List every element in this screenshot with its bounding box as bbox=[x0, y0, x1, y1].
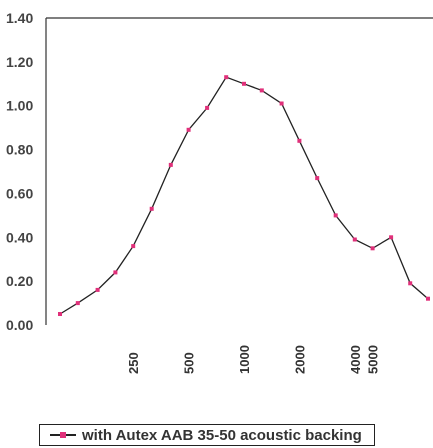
data-point bbox=[205, 105, 210, 110]
data-point bbox=[370, 246, 375, 251]
x-tick-label: 2000 bbox=[292, 345, 307, 374]
y-tick-label: 0.00 bbox=[6, 317, 33, 333]
plot-area-frame bbox=[45, 17, 433, 325]
legend: with Autex AAB 35-50 acoustic backing bbox=[39, 424, 375, 446]
data-point bbox=[149, 206, 154, 211]
y-tick-label: 1.40 bbox=[6, 10, 33, 26]
data-point bbox=[408, 281, 413, 286]
data-point bbox=[95, 287, 100, 292]
data-point bbox=[58, 312, 62, 316]
x-tick-label: 4000 bbox=[348, 345, 363, 374]
x-tick-label: 5000 bbox=[366, 345, 381, 374]
data-point bbox=[279, 101, 284, 106]
legend-series-label: with Autex AAB 35-50 acoustic backing bbox=[82, 426, 362, 444]
y-tick-label: 1.20 bbox=[6, 54, 33, 70]
data-point bbox=[75, 301, 80, 306]
data-point bbox=[426, 296, 430, 301]
x-tick-label: 1000 bbox=[237, 345, 252, 374]
legend-series-marker-icon bbox=[50, 430, 76, 440]
series-layer bbox=[58, 75, 430, 316]
y-tick-label: 1.00 bbox=[6, 98, 33, 114]
data-point bbox=[333, 213, 338, 218]
data-point bbox=[224, 75, 229, 80]
y-tick-label: 0.20 bbox=[6, 273, 33, 289]
data-point bbox=[297, 138, 302, 143]
data-point bbox=[242, 81, 246, 86]
series-line bbox=[59, 76, 429, 315]
data-point bbox=[315, 176, 320, 181]
data-point bbox=[186, 127, 191, 132]
y-tick-label: 0.80 bbox=[6, 142, 33, 158]
data-point bbox=[113, 270, 118, 275]
data-point bbox=[259, 88, 264, 93]
y-axis-tick-labels: 1.40 1.20 1.00 0.80 0.60 0.40 0.20 0.00 bbox=[6, 10, 33, 333]
x-tick-label: 250 bbox=[126, 352, 141, 374]
data-point bbox=[131, 244, 136, 249]
data-point bbox=[352, 237, 357, 242]
x-tick-label: 500 bbox=[182, 352, 197, 374]
y-tick-label: 0.60 bbox=[6, 185, 33, 201]
data-point bbox=[389, 235, 394, 240]
y-tick-label: 0.40 bbox=[6, 229, 33, 245]
x-axis-tick-labels: 250 500 1000 2000 4000 5000 bbox=[126, 345, 380, 374]
data-point bbox=[168, 162, 173, 167]
